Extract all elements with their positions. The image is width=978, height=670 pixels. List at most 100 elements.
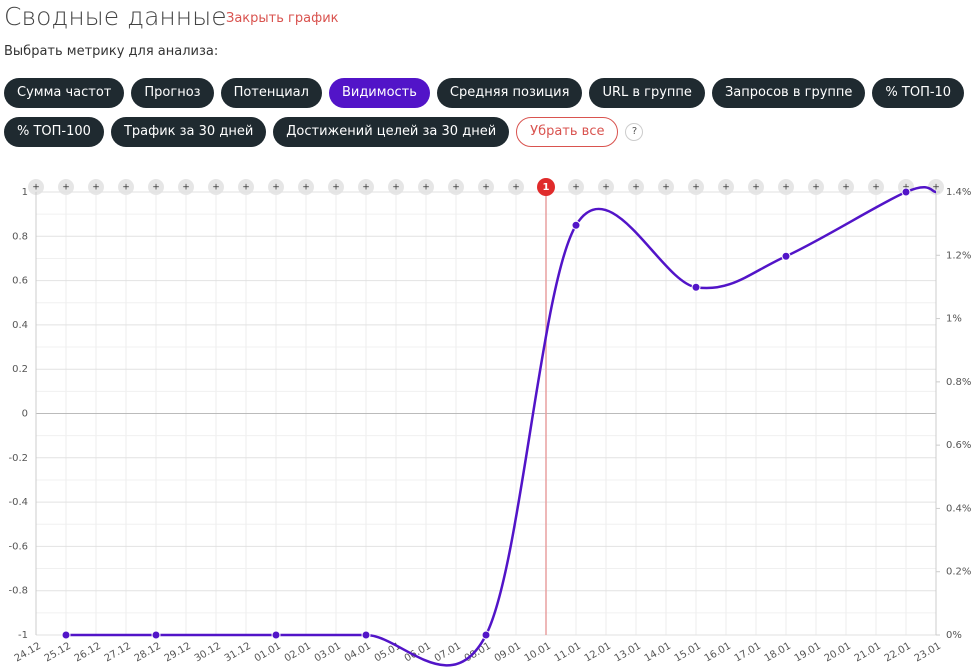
subtitle: Выбрать метрику для анализа: bbox=[4, 44, 219, 59]
y2-tick-label: 1% bbox=[946, 314, 962, 325]
add-marker-bg bbox=[418, 179, 434, 195]
point bbox=[151, 630, 161, 640]
add-marker-bg bbox=[508, 179, 524, 195]
add-marker-bg bbox=[298, 179, 314, 195]
metric-button[interactable]: Потенциал bbox=[220, 78, 322, 108]
add-marker: + bbox=[212, 183, 220, 193]
x-tick-label: 30.12 bbox=[193, 641, 223, 665]
add-marker: + bbox=[512, 183, 520, 193]
add-marker-bg bbox=[328, 179, 344, 195]
add-marker: + bbox=[62, 183, 70, 193]
add-marker: + bbox=[302, 183, 310, 193]
metric-button[interactable]: Прогноз bbox=[131, 78, 214, 108]
metric-button[interactable]: Достижений целей за 30 дней bbox=[273, 117, 510, 147]
add-marker-bg bbox=[88, 179, 104, 195]
x-tick-label: 21.01 bbox=[853, 641, 883, 665]
point bbox=[61, 630, 71, 640]
y-tick-label: -0.2 bbox=[8, 453, 28, 464]
add-marker: + bbox=[932, 183, 940, 193]
x-tick-label: 24.12 bbox=[13, 641, 43, 665]
help-button[interactable]: ? bbox=[625, 123, 644, 141]
x-tick-label: 03.01 bbox=[313, 641, 343, 665]
y-tick-label: -0.4 bbox=[8, 497, 28, 508]
y-tick-label: 0.6 bbox=[12, 276, 28, 287]
add-marker-bg bbox=[28, 179, 44, 195]
point bbox=[571, 220, 581, 230]
y2-tick-label: 1.2% bbox=[946, 250, 971, 261]
x-tick-label: 29.12 bbox=[163, 641, 193, 665]
add-marker-bg bbox=[208, 179, 224, 195]
add-marker-bg bbox=[868, 179, 884, 195]
y2-tick-label: 0.8% bbox=[946, 377, 971, 388]
add-marker: + bbox=[692, 183, 700, 193]
x-tick-label: 28.12 bbox=[133, 641, 163, 665]
add-marker-bg bbox=[598, 179, 614, 195]
point bbox=[361, 630, 371, 640]
point bbox=[691, 282, 701, 292]
metric-button[interactable]: % ТОП-10 bbox=[872, 78, 965, 108]
x-tick-label: 18.01 bbox=[763, 641, 793, 665]
add-marker-bg bbox=[448, 179, 464, 195]
add-marker: + bbox=[782, 183, 790, 193]
y-tick-label: -1 bbox=[18, 630, 28, 641]
add-marker: + bbox=[332, 183, 340, 193]
point bbox=[271, 630, 281, 640]
y-tick-label: 0.4 bbox=[12, 320, 28, 331]
title: Сводные данные bbox=[4, 2, 227, 31]
add-marker-bg bbox=[778, 179, 794, 195]
add-marker: + bbox=[812, 183, 820, 193]
metric-button[interactable]: Средняя позиция bbox=[436, 78, 583, 108]
add-marker: + bbox=[122, 183, 130, 193]
x-tick-label: 22.01 bbox=[883, 641, 913, 665]
add-marker: + bbox=[632, 183, 640, 193]
annotation-marker bbox=[537, 178, 555, 196]
clear-button[interactable]: Убрать все bbox=[516, 117, 619, 147]
add-marker-bg bbox=[178, 179, 194, 195]
y2-tick-label: 0.2% bbox=[946, 567, 971, 578]
metric-button[interactable]: Видимость bbox=[328, 78, 430, 108]
x-tick-label: 04.01 bbox=[343, 641, 373, 665]
y2-tick-label: 1.4% bbox=[946, 187, 971, 198]
metric-button[interactable]: Сумма частот bbox=[4, 78, 125, 108]
add-marker-bg bbox=[748, 179, 764, 195]
button-row: % ТОП-100 Трафик за 30 дней Достижений цел… bbox=[4, 117, 644, 147]
line bbox=[66, 186, 937, 667]
add-marker-bg bbox=[238, 179, 254, 195]
x-tick-label: 17.01 bbox=[733, 641, 763, 665]
add-marker-bg bbox=[118, 179, 134, 195]
add-marker: + bbox=[602, 183, 610, 193]
add-marker-bg bbox=[268, 179, 284, 195]
add-marker-bg bbox=[148, 179, 164, 195]
add-marker: + bbox=[272, 183, 280, 193]
point bbox=[481, 630, 491, 640]
button-row: Сумма частот Прогноз Потенциал Видимость Сре… bbox=[4, 78, 965, 108]
metric-button[interactable]: % ТОП-100 bbox=[4, 117, 104, 147]
add-marker: + bbox=[482, 183, 490, 193]
add-marker: + bbox=[392, 183, 400, 193]
add-marker-bg bbox=[358, 179, 374, 195]
annotation-label: 1 bbox=[543, 182, 550, 193]
x-tick-label: 25.12 bbox=[43, 641, 73, 665]
add-marker: + bbox=[752, 183, 760, 193]
y2-tick-label: 0.4% bbox=[946, 503, 971, 514]
x-tick-label: 10.01 bbox=[523, 641, 553, 665]
y-tick-label: 0 bbox=[22, 409, 28, 420]
x-tick-label: 26.12 bbox=[73, 641, 103, 665]
close-link[interactable]: Закрыть график bbox=[226, 11, 339, 26]
add-marker-bg bbox=[568, 179, 584, 195]
y2-tick-label: 0% bbox=[946, 630, 962, 641]
add-marker: + bbox=[422, 183, 430, 193]
metric-button[interactable]: Трафик за 30 дней bbox=[110, 117, 267, 147]
metric-button[interactable]: Запросов в группе bbox=[711, 78, 866, 108]
y-tick-label: 0.8 bbox=[12, 231, 28, 242]
x-tick-label: 11.01 bbox=[553, 641, 583, 665]
add-marker-bg bbox=[478, 179, 494, 195]
x-tick-label: 08.01 bbox=[463, 641, 493, 665]
metric-button[interactable]: URL в группе bbox=[589, 78, 705, 108]
y-tick-label: 0.2 bbox=[12, 364, 28, 375]
add-marker-bg bbox=[658, 179, 674, 195]
x-tick-label: 31.12 bbox=[223, 641, 253, 665]
point bbox=[781, 251, 791, 261]
x-tick-label: 14.01 bbox=[643, 641, 673, 665]
